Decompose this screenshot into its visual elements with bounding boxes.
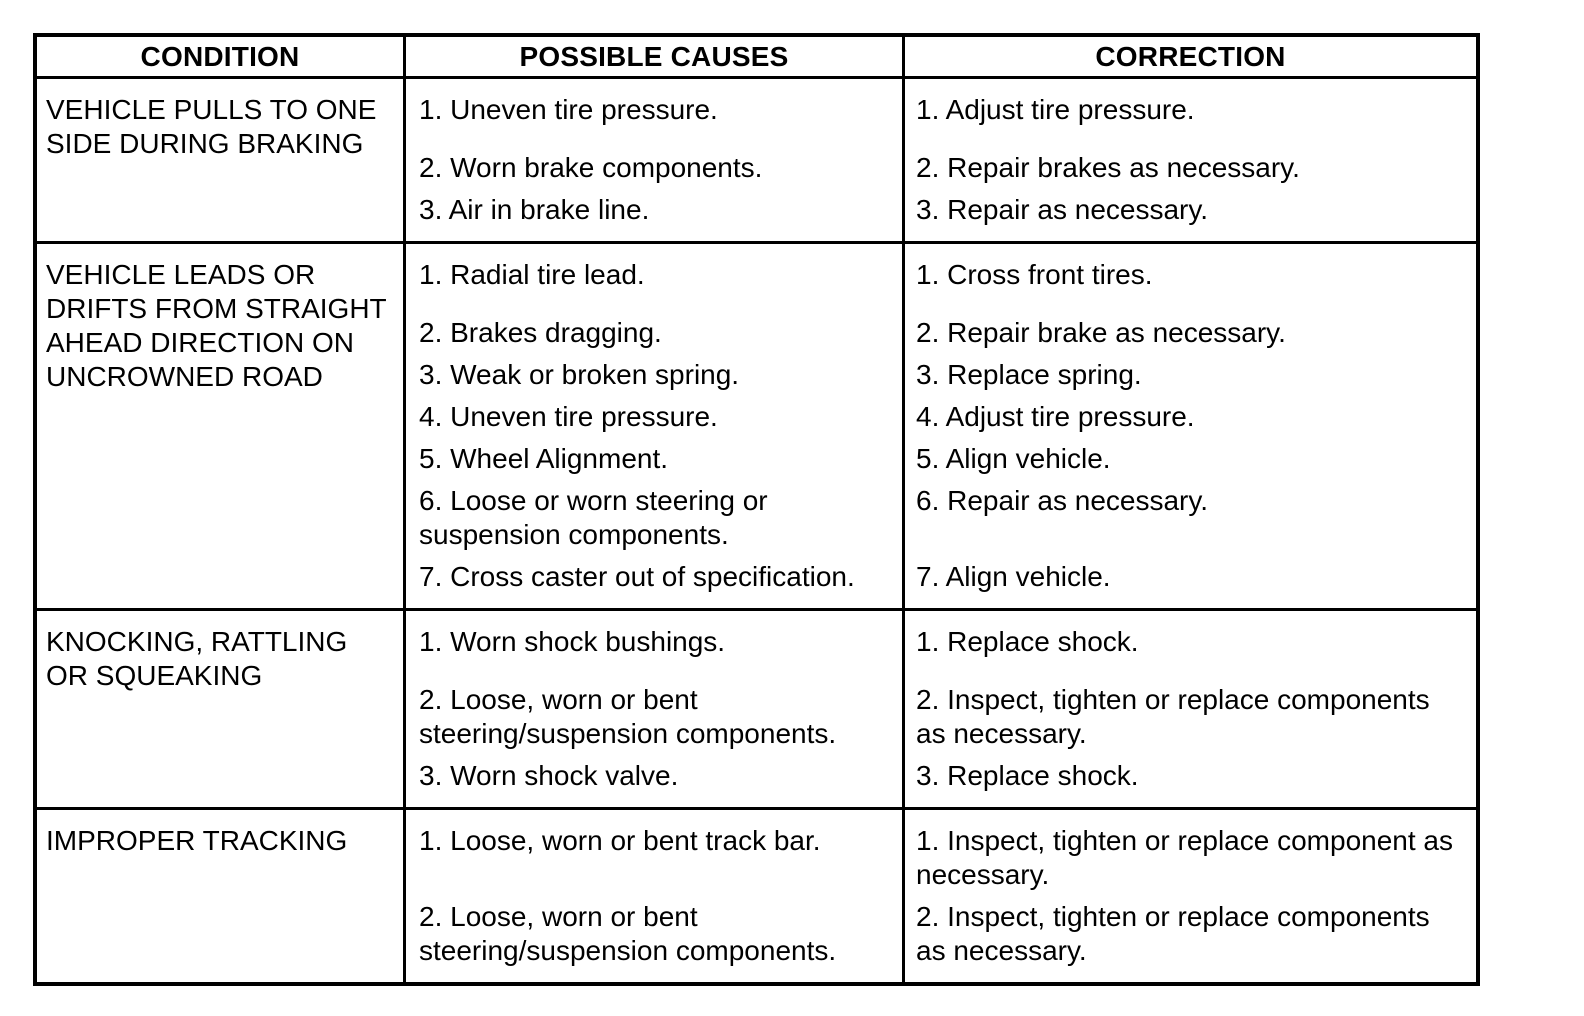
cause-item: 4. Uneven tire pressure. (406, 396, 902, 438)
cause-item: 6. Loose or worn steering or suspension … (406, 480, 902, 556)
column-header-condition: CONDITION (37, 37, 403, 76)
cause-item: 2. Loose, worn or bent steering/suspensi… (406, 896, 902, 982)
cause-item: 2. Worn brake components. (406, 147, 902, 189)
cause-item: 2. Loose, worn or bent steering/suspensi… (406, 679, 902, 755)
cause-item: 2. Brakes dragging. (406, 312, 902, 354)
table-row: VEHICLE LEADS OR DRIFTS FROM STRAIGHT AH… (37, 241, 1476, 608)
table-row: VEHICLE PULLS TO ONE SIDE DURING BRAKING… (37, 76, 1476, 241)
table-header: CONDITION POSSIBLE CAUSES CORRECTION (37, 37, 1476, 76)
correction-item: 4. Adjust tire pressure. (905, 396, 1476, 438)
cause-item: 5. Wheel Alignment. (406, 438, 902, 480)
correction-item: 2. Repair brake as necessary. (905, 312, 1476, 354)
correction-item: 3. Replace spring. (905, 354, 1476, 396)
cause-item: 3. Worn shock valve. (406, 755, 902, 807)
correction-item: 2. Inspect, tighten or replace component… (905, 679, 1476, 755)
condition-cell: KNOCKING, RATTLING OR SQUEAKING (37, 611, 403, 807)
condition-cell: VEHICLE PULLS TO ONE SIDE DURING BRAKING (37, 79, 403, 241)
table-row: KNOCKING, RATTLING OR SQUEAKING 1. Worn … (37, 608, 1476, 807)
table-row: IMPROPER TRACKING 1. Loose, worn or bent… (37, 807, 1476, 982)
cause-item: 1. Radial tire lead. (406, 244, 902, 312)
column-header-possible-causes: POSSIBLE CAUSES (406, 37, 902, 76)
condition-cell: IMPROPER TRACKING (37, 810, 403, 982)
cause-item: 1. Worn shock bushings. (406, 611, 902, 679)
cause-item: 3. Weak or broken spring. (406, 354, 902, 396)
correction-item: 6. Repair as necessary. (905, 480, 1476, 556)
correction-item: 1. Inspect, tighten or replace component… (905, 810, 1476, 896)
correction-item: 1. Adjust tire pressure. (905, 79, 1476, 147)
correction-item: 3. Replace shock. (905, 755, 1476, 807)
cause-item: 1. Uneven tire pressure. (406, 79, 902, 147)
condition-cell: VEHICLE LEADS OR DRIFTS FROM STRAIGHT AH… (37, 244, 403, 608)
correction-item: 2. Inspect, tighten or replace component… (905, 896, 1476, 982)
cause-item: 7. Cross caster out of specification. (406, 556, 902, 608)
cause-item: 1. Loose, worn or bent track bar. (406, 810, 902, 896)
diagnosis-table: CONDITION POSSIBLE CAUSES CORRECTION VEH… (33, 33, 1480, 986)
correction-item: 7. Align vehicle. (905, 556, 1476, 608)
cause-item: 3. Air in brake line. (406, 189, 902, 241)
correction-item: 1. Replace shock. (905, 611, 1476, 679)
column-header-correction: CORRECTION (905, 37, 1476, 76)
correction-item: 3. Repair as necessary. (905, 189, 1476, 241)
correction-item: 1. Cross front tires. (905, 244, 1476, 312)
correction-item: 5. Align vehicle. (905, 438, 1476, 480)
correction-item: 2. Repair brakes as necessary. (905, 147, 1476, 189)
